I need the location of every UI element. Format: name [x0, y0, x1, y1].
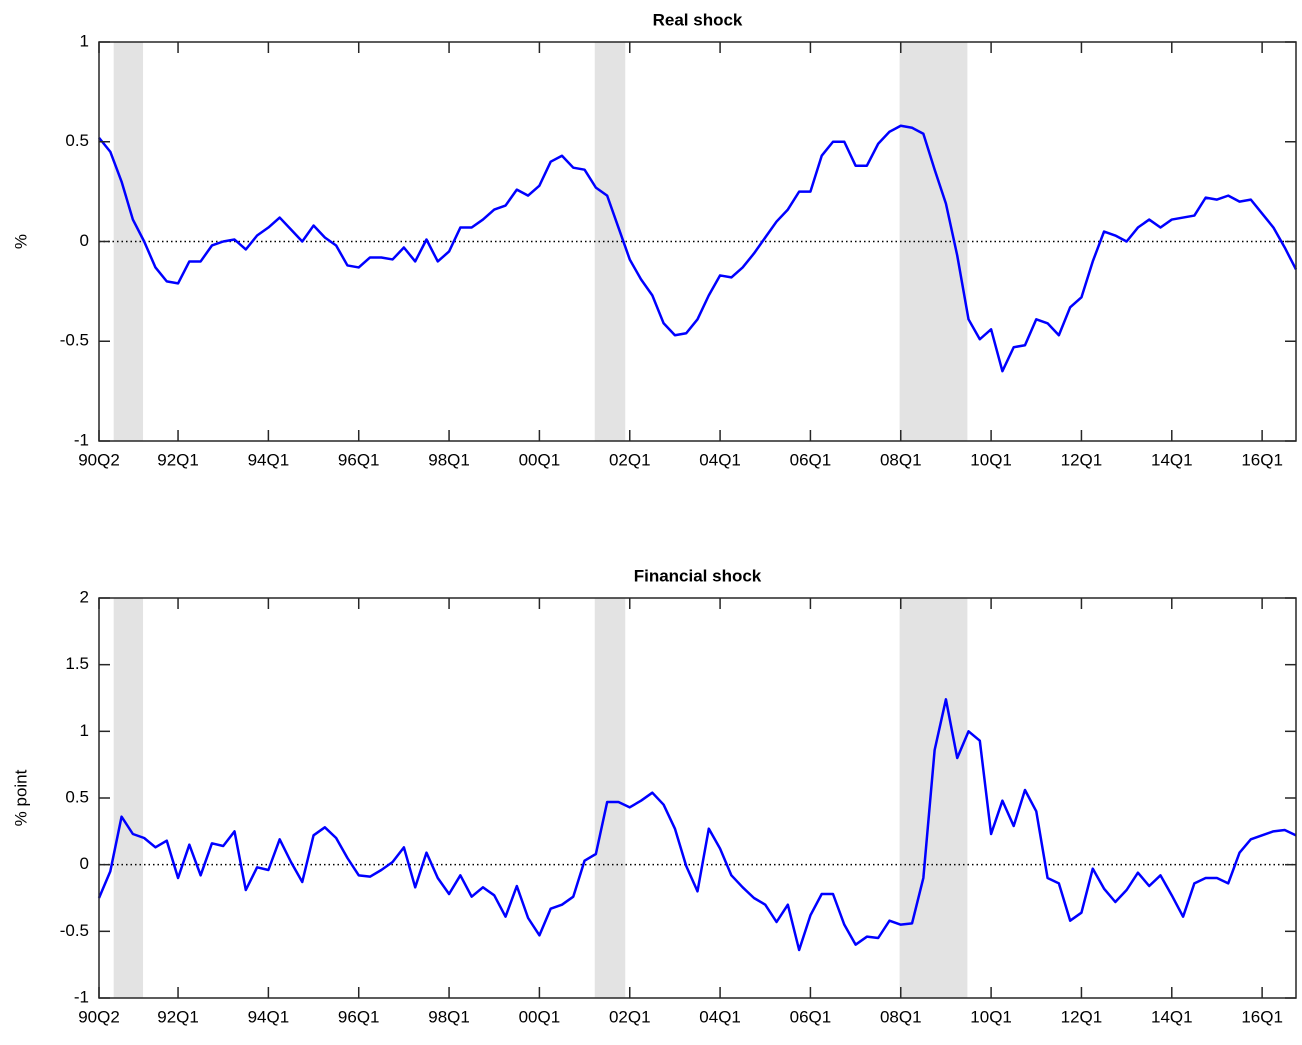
chart-title: Real shock [653, 10, 743, 29]
x-tick-label: 04Q1 [699, 1007, 741, 1026]
x-tick-label: 08Q1 [880, 450, 922, 469]
x-tick-label: 16Q1 [1241, 1007, 1283, 1026]
y-tick-label: 0 [80, 854, 89, 873]
y-tick-label: 0 [80, 231, 89, 250]
data-line [97, 698, 1297, 952]
x-tick-label: 04Q1 [699, 450, 741, 469]
x-tick-label: 00Q1 [519, 1007, 561, 1026]
x-tick-label: 06Q1 [790, 450, 832, 469]
x-tick-label: 92Q1 [157, 450, 199, 469]
x-tick-label: 14Q1 [1151, 1007, 1193, 1026]
x-tick-label: 98Q1 [428, 450, 470, 469]
x-tick-label: 14Q1 [1151, 450, 1193, 469]
x-tick-label: 06Q1 [790, 1007, 832, 1026]
x-tick-label: 10Q1 [970, 450, 1012, 469]
x-tick-label: 90Q2 [78, 450, 120, 469]
y-tick-label: -1 [74, 987, 89, 1006]
x-tick-label: 10Q1 [970, 1007, 1012, 1026]
x-tick-label: 02Q1 [609, 450, 651, 469]
shaded-period [594, 598, 626, 998]
data-line [98, 124, 1298, 373]
x-tick-label: 94Q1 [248, 1007, 290, 1026]
x-tick-label: 02Q1 [609, 1007, 651, 1026]
y-tick-label: 1 [80, 31, 89, 50]
shaded-period [899, 42, 968, 441]
y-tick-label: -0.5 [60, 921, 89, 940]
x-tick-label: 16Q1 [1241, 450, 1283, 469]
shaded-period [113, 42, 144, 441]
y-tick-label: 1 [80, 721, 89, 740]
y-tick-label: 2 [80, 587, 89, 606]
shaded-period [113, 598, 144, 998]
y-tick-label: 1.5 [65, 654, 89, 673]
y-tick-label: 0.5 [65, 787, 89, 806]
x-tick-label: 96Q1 [338, 450, 380, 469]
x-tick-label: 94Q1 [248, 450, 290, 469]
x-tick-label: 08Q1 [880, 1007, 922, 1026]
x-tick-label: 92Q1 [157, 1007, 199, 1026]
y-axis-label: % [11, 234, 30, 249]
x-tick-label: 12Q1 [1061, 1007, 1103, 1026]
shaded-period [899, 598, 968, 998]
x-tick-label: 90Q2 [78, 1007, 120, 1026]
chart-title: Financial shock [634, 566, 762, 585]
x-tick-label: 12Q1 [1061, 450, 1103, 469]
x-tick-label: 96Q1 [338, 1007, 380, 1026]
y-axis-label: % point [11, 769, 30, 826]
y-tick-label: -0.5 [60, 331, 89, 350]
y-tick-label: -1 [74, 430, 89, 449]
x-tick-label: 98Q1 [428, 1007, 470, 1026]
x-tick-label: 00Q1 [519, 450, 561, 469]
y-tick-label: 0.5 [65, 131, 89, 150]
plot-frame [98, 597, 1297, 999]
